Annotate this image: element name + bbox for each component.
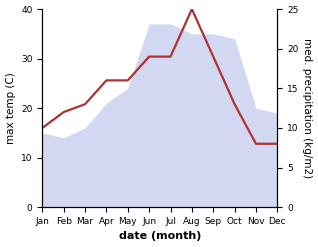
- Y-axis label: med. precipitation (kg/m2): med. precipitation (kg/m2): [302, 38, 313, 178]
- X-axis label: date (month): date (month): [119, 231, 201, 242]
- Y-axis label: max temp (C): max temp (C): [5, 72, 16, 144]
